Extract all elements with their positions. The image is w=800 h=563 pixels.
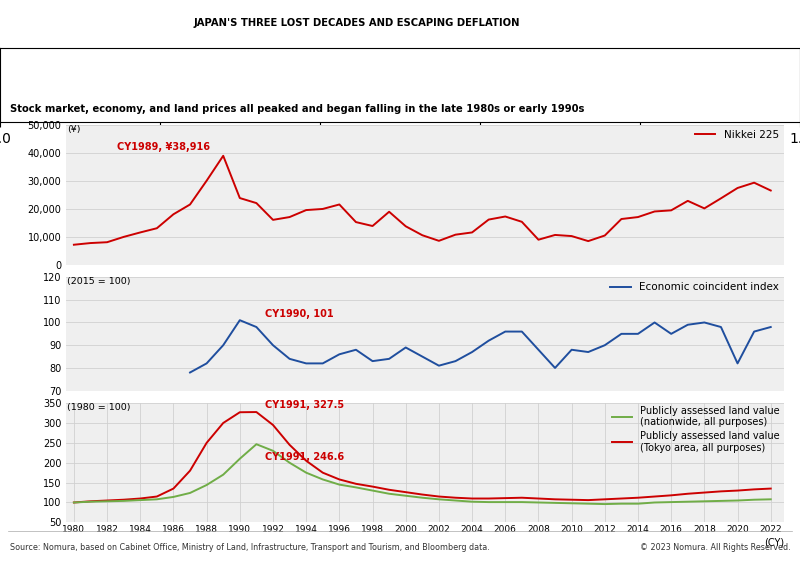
Text: CY1991, 246.6: CY1991, 246.6: [265, 452, 344, 462]
Legend: Publicly assessed land value
(nationwide, all purposes), Publicly assessed land : Publicly assessed land value (nationwide…: [612, 405, 779, 453]
Text: Stock market vs. economy vs. land prices since late-1980s bubble era: Stock market vs. economy vs. land prices…: [194, 57, 709, 72]
Legend: Nikkei 225: Nikkei 225: [694, 130, 778, 140]
Text: Stock market, economy, and land prices all peaked and began falling in the late : Stock market, economy, and land prices a…: [10, 104, 584, 114]
Legend: Economic coincident index: Economic coincident index: [610, 282, 778, 292]
Text: (¥): (¥): [67, 125, 81, 134]
Text: Source: Nomura, based on Cabinet Office, Ministry of Land, Infrastructure, Trans: Source: Nomura, based on Cabinet Office,…: [10, 543, 490, 552]
Text: CY1989, ¥38,916: CY1989, ¥38,916: [117, 142, 210, 151]
Text: NOMURA: NOMURA: [16, 37, 134, 61]
Text: (1980 = 100): (1980 = 100): [67, 403, 130, 412]
Text: CY1991, 327.5: CY1991, 327.5: [265, 400, 344, 410]
Text: © 2023 Nomura. All Rights Reserved.: © 2023 Nomura. All Rights Reserved.: [640, 543, 790, 552]
Text: JAPAN'S THREE LOST DECADES AND ESCAPING DEFLATION: JAPAN'S THREE LOST DECADES AND ESCAPING …: [194, 17, 520, 28]
Polygon shape: [137, 0, 193, 98]
Text: (2015 = 100): (2015 = 100): [67, 277, 130, 286]
Text: (CY): (CY): [764, 538, 784, 548]
Text: CY1990, 101: CY1990, 101: [265, 309, 334, 319]
